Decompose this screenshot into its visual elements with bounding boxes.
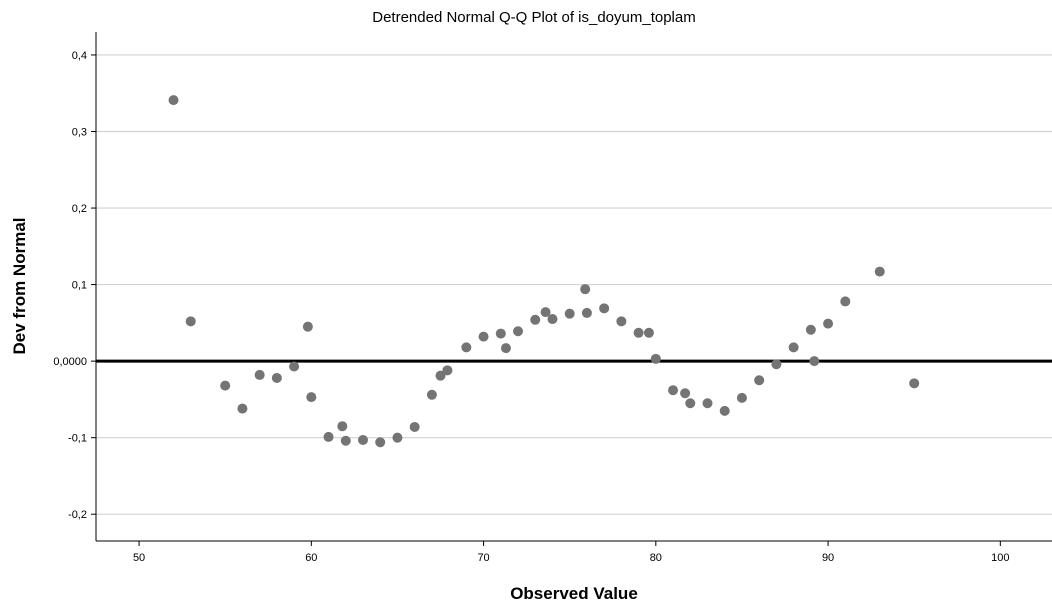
x-tick-label: 60 bbox=[305, 552, 317, 564]
axes bbox=[95, 32, 1052, 542]
data-point bbox=[643, 327, 654, 338]
data-point bbox=[736, 392, 747, 403]
data-point bbox=[254, 369, 265, 380]
data-point bbox=[392, 432, 403, 443]
data-point bbox=[650, 353, 661, 364]
x-tick-label: 90 bbox=[822, 552, 834, 564]
data-point bbox=[530, 314, 541, 325]
y-axis-label: Dev from Normal bbox=[10, 218, 29, 355]
data-point bbox=[220, 380, 231, 391]
data-point bbox=[719, 405, 730, 416]
y-tick-labels: -0,2 -0,1 0,0000 0,1 0,2 0,3 0,4 bbox=[53, 50, 96, 521]
data-point bbox=[909, 378, 920, 389]
data-point bbox=[306, 392, 317, 403]
data-point bbox=[409, 421, 420, 432]
data-point bbox=[540, 307, 551, 318]
data-point bbox=[599, 303, 610, 314]
data-point bbox=[461, 342, 472, 353]
data-point bbox=[633, 327, 644, 338]
data-point bbox=[788, 342, 799, 353]
data-point bbox=[302, 321, 313, 332]
data-point bbox=[375, 437, 386, 448]
x-tick-label: 70 bbox=[477, 552, 489, 564]
data-point bbox=[809, 356, 820, 367]
x-tick-label: 80 bbox=[650, 552, 662, 564]
data-point bbox=[547, 314, 558, 325]
y-tick-label: 0,3 bbox=[72, 127, 87, 139]
data-point bbox=[237, 403, 248, 414]
data-point bbox=[680, 388, 691, 399]
data-point bbox=[168, 95, 179, 106]
x-tick-label: 50 bbox=[133, 552, 145, 564]
data-points bbox=[168, 95, 920, 448]
data-point bbox=[564, 308, 575, 319]
data-point bbox=[874, 266, 885, 277]
x-tick-labels: 50 60 70 80 90 100 bbox=[133, 541, 1010, 564]
y-tick-label: 0,1 bbox=[72, 280, 87, 292]
x-axis-label: Observed Value bbox=[510, 584, 638, 603]
data-point bbox=[271, 372, 282, 383]
data-point bbox=[426, 389, 437, 400]
data-point bbox=[185, 316, 196, 327]
y-tick-label: 0,4 bbox=[72, 50, 87, 62]
data-point bbox=[442, 365, 453, 376]
data-point bbox=[337, 421, 348, 432]
data-point bbox=[513, 326, 524, 337]
data-point bbox=[495, 328, 506, 339]
data-point bbox=[805, 324, 816, 335]
data-point bbox=[289, 361, 300, 372]
data-point bbox=[581, 307, 592, 318]
data-point bbox=[323, 431, 334, 442]
y-tick-label: -0,1 bbox=[68, 433, 87, 445]
data-point bbox=[685, 398, 696, 409]
data-point bbox=[840, 296, 851, 307]
y-tick-label: 0,2 bbox=[72, 203, 87, 215]
x-tick-label: 100 bbox=[991, 552, 1009, 564]
data-point bbox=[357, 434, 368, 445]
data-point bbox=[668, 385, 679, 396]
gridlines bbox=[96, 54, 1052, 515]
data-point bbox=[478, 331, 489, 342]
data-point bbox=[580, 284, 591, 295]
data-point bbox=[754, 375, 765, 386]
data-point bbox=[702, 398, 713, 409]
data-point bbox=[823, 318, 834, 329]
y-tick-label: -0,2 bbox=[68, 509, 87, 521]
chart-title: Detrended Normal Q-Q Plot of is_doyum_to… bbox=[372, 9, 695, 26]
data-point bbox=[500, 343, 511, 354]
data-point bbox=[340, 435, 351, 446]
data-point bbox=[616, 316, 627, 327]
data-point bbox=[435, 370, 446, 381]
data-point bbox=[771, 359, 782, 370]
y-tick-label: 0,0000 bbox=[53, 356, 87, 368]
